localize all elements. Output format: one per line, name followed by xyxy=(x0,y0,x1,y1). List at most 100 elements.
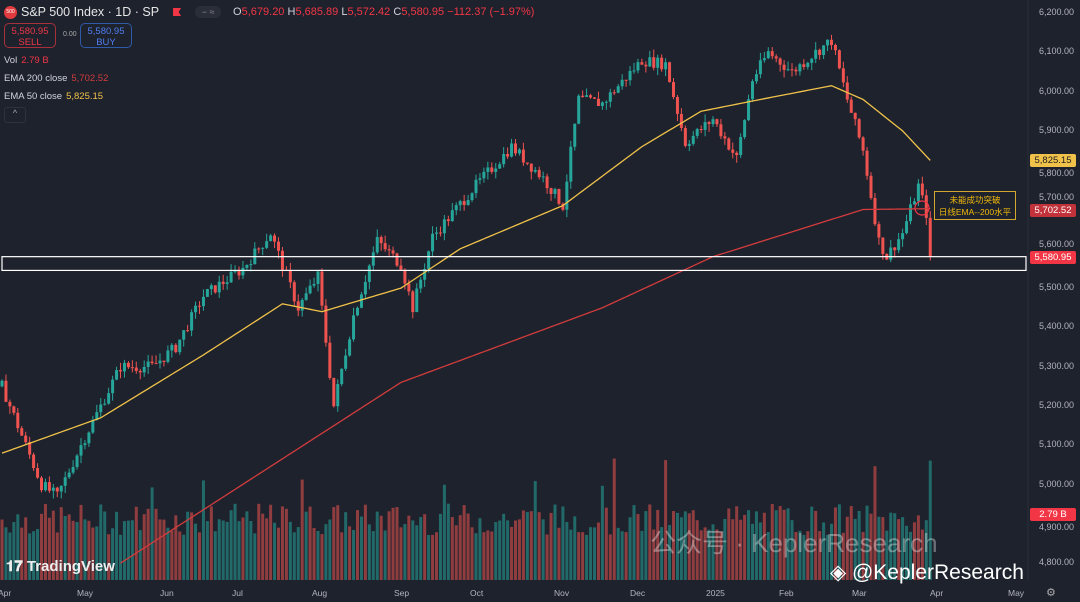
candle-body xyxy=(758,60,762,75)
volume-bar xyxy=(419,517,423,580)
y-tick-label: 6,000.00 xyxy=(1038,85,1074,96)
x-tick-label: Apr xyxy=(0,588,12,598)
y-tick-label: 6,200.00 xyxy=(1038,7,1074,17)
candle-body xyxy=(624,79,628,81)
candle-body xyxy=(403,269,407,284)
volume-bar xyxy=(877,516,881,580)
volume-bar xyxy=(794,531,798,580)
volume-bar xyxy=(893,513,897,580)
volume-bar xyxy=(830,523,833,580)
candle-body xyxy=(604,101,608,103)
y-tick-label: 5,200.00 xyxy=(1038,400,1074,410)
sell-button[interactable]: 5,580.95 SELL xyxy=(4,23,56,48)
volume-bar xyxy=(608,534,612,580)
volume-bar xyxy=(241,517,245,580)
volume-bar xyxy=(217,519,221,580)
volume-bar xyxy=(150,487,154,580)
volume-bar xyxy=(36,529,40,580)
collapse-legend-button[interactable]: ^ xyxy=(4,107,26,123)
legend-ema50[interactable]: EMA 50 close 5,825.15 xyxy=(4,91,104,102)
volume-bar xyxy=(841,532,845,580)
volume-bar xyxy=(229,510,233,580)
candle-body xyxy=(20,428,24,436)
volume-bar xyxy=(186,511,190,580)
volume-bar xyxy=(95,526,99,580)
volume-bar xyxy=(778,506,782,580)
candle-body xyxy=(387,249,391,251)
volume-bar xyxy=(79,504,83,580)
candle-body xyxy=(134,367,138,371)
candle-body xyxy=(901,233,905,240)
volume-bar xyxy=(920,529,924,580)
volume-bar xyxy=(889,512,893,580)
candle-body xyxy=(837,50,841,69)
buy-button[interactable]: 5,580.95 BUY xyxy=(80,23,132,48)
tradingview-logo[interactable]: 𝟏𝟕 TradingView xyxy=(6,558,115,575)
volume-bar xyxy=(43,503,47,580)
candle-body xyxy=(348,339,352,356)
volume-bar xyxy=(849,505,853,580)
candle-body xyxy=(359,294,363,308)
volume-bar xyxy=(209,506,213,580)
candle-body xyxy=(577,95,581,124)
flag-icon[interactable] xyxy=(173,8,182,16)
volume-bar xyxy=(332,507,336,580)
volume-bar xyxy=(221,520,225,580)
ema50-price-tag: 5,825.15 xyxy=(1030,154,1076,167)
candle-body xyxy=(774,56,778,59)
candle-body xyxy=(660,57,664,70)
candle-body xyxy=(869,175,873,198)
candle-body xyxy=(873,197,877,225)
x-tick-label: Sep xyxy=(394,588,410,598)
y-tick-label: 5,400.00 xyxy=(1038,321,1074,332)
candle-body xyxy=(280,250,284,270)
candle-body xyxy=(565,181,569,210)
candle-body xyxy=(766,51,770,59)
candle-body xyxy=(814,49,818,59)
candle-body xyxy=(371,252,375,266)
candle-body xyxy=(739,137,743,156)
legend-ema200[interactable]: EMA 200 close 5,702.52 xyxy=(4,73,109,84)
volume-bar xyxy=(344,512,348,580)
volume-bar xyxy=(225,521,229,580)
volume-bar xyxy=(304,511,308,580)
volume-bar xyxy=(237,521,241,580)
volume-bar xyxy=(668,525,672,580)
volume-bar xyxy=(529,511,533,580)
volume-bar xyxy=(4,527,8,580)
candle-body xyxy=(316,271,320,284)
volume-bar xyxy=(182,534,186,580)
candle-body xyxy=(822,45,826,55)
volume-bar xyxy=(340,532,344,580)
volume-bar xyxy=(170,530,174,580)
candle-body xyxy=(731,149,735,153)
volume-bar xyxy=(103,511,107,580)
candle-body xyxy=(537,169,541,178)
chart-header: 500 S&P 500 Index · 1D · SP − ≈ O5,679.2… xyxy=(4,5,534,19)
rejection-circle-marker xyxy=(914,200,930,216)
symbol-title[interactable]: S&P 500 Index · 1D · SP xyxy=(21,5,160,19)
volume-bar xyxy=(24,517,28,580)
ema200-line xyxy=(120,208,931,564)
volume-bar xyxy=(711,524,715,580)
candle-body xyxy=(391,250,395,254)
volume-bar xyxy=(194,523,198,580)
candle-body xyxy=(356,307,359,316)
volume-bar xyxy=(715,529,719,580)
volume-bar xyxy=(928,460,932,580)
ohlc-readout: O5,679.20 H5,685.89 L5,572.42 C5,580.95 … xyxy=(233,6,535,18)
settings-icon[interactable]: ⚙ xyxy=(1046,587,1056,599)
x-tick-label: Dec xyxy=(630,588,646,598)
x-tick-label: Nov xyxy=(554,588,570,598)
volume-bar xyxy=(541,519,545,580)
indicator-toggle[interactable]: − ≈ xyxy=(195,6,222,18)
volume-bar xyxy=(87,520,91,580)
volume-bar xyxy=(885,530,889,580)
volume-bar xyxy=(320,534,324,580)
volume-bar xyxy=(115,511,119,580)
legend-volume[interactable]: Vol 2.79 B xyxy=(4,55,49,66)
candle-body xyxy=(790,69,794,71)
volume-bar xyxy=(624,532,628,580)
candle-body xyxy=(596,98,600,106)
